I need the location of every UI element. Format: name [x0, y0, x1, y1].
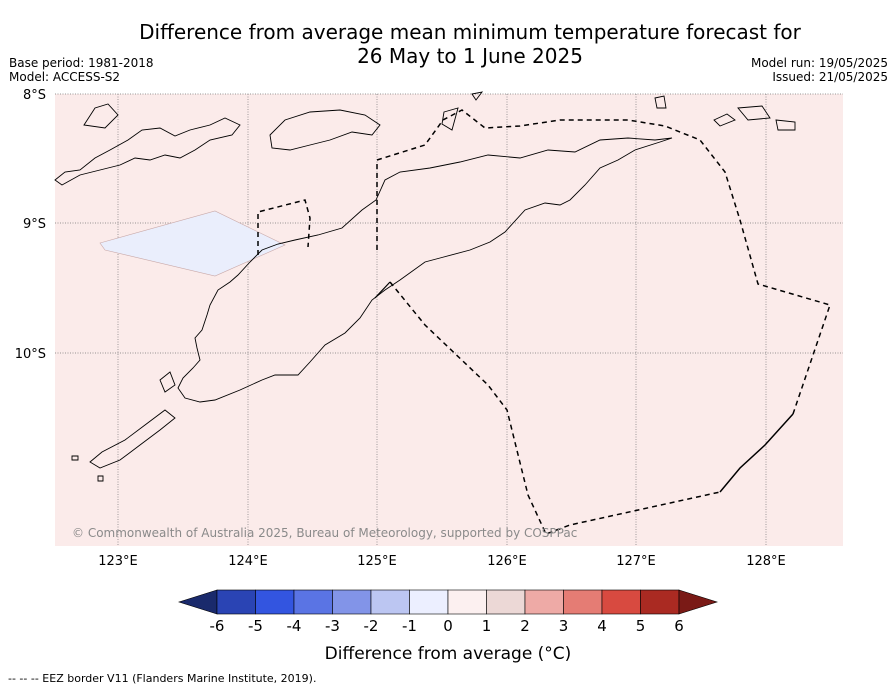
colorbar-tick-label: -5 — [248, 617, 263, 635]
timor-island-outline — [177, 137, 673, 403]
colorbar-tick-label: 4 — [597, 617, 607, 635]
colorbar-tick-label: -3 — [325, 617, 340, 635]
lat-label-8s: 8°S — [23, 88, 46, 103]
run-info: Model run: 19/05/2025 Issued: 21/05/2025 — [751, 56, 888, 84]
colorbar-tick-label: -6 — [210, 617, 225, 635]
colorbar-tick-label: 1 — [482, 617, 492, 635]
lon-label-126e: 126°E — [487, 554, 527, 569]
colorbar-segment — [255, 589, 295, 615]
colorbar-label: Difference from average (°C) — [325, 644, 572, 664]
colorbar-segment — [486, 589, 526, 615]
model-name: Model: ACCESS-S2 — [9, 70, 121, 84]
model-run: Model run: 19/05/2025 — [750, 56, 888, 70]
lat-labels: 8°S 9°S 10°S — [15, 88, 46, 362]
colorbar-segment — [563, 589, 603, 615]
island-small-3 — [713, 113, 736, 127]
colorbar — [178, 589, 718, 615]
colorbar-segment — [447, 589, 487, 615]
island-small-1 — [83, 103, 119, 129]
eez-legend-note: -- -- -- EEZ border V11 (Flanders Marine… — [8, 672, 317, 685]
title-line-2: 26 May to 1 June 2025 — [357, 44, 583, 68]
island-small-6 — [441, 107, 459, 131]
lat-label-10s: 10°S — [15, 347, 46, 362]
colorbar-tick-label: 0 — [443, 617, 453, 635]
colorbar-tick-label: 6 — [674, 617, 684, 635]
colorbar-segment — [332, 589, 372, 615]
eez-border-west — [257, 199, 311, 255]
colorbar-segment — [370, 589, 410, 615]
island-small-8 — [159, 371, 176, 393]
colorbar-tick-label: -2 — [364, 617, 379, 635]
island-small-4 — [737, 105, 771, 121]
colorbar-extend-high — [678, 589, 718, 615]
colorbar-segment — [216, 589, 256, 615]
map-area — [55, 94, 843, 546]
colorbar-segment — [524, 589, 564, 615]
coastlines — [54, 91, 796, 482]
gridlines — [55, 93, 843, 546]
lon-labels: 123°E 124°E 125°E 126°E 127°E 128°E — [98, 554, 786, 569]
eez-border — [257, 109, 831, 535]
cool-anomaly-patch — [99, 210, 286, 277]
colorbar-ticks: -6 -5 -4 -3 -2 -1 0 1 2 3 4 5 6 — [210, 617, 684, 635]
lon-label-125e: 125°E — [357, 554, 397, 569]
eez-border-solid — [719, 413, 794, 493]
eez-border-inner — [374, 281, 391, 299]
title-line-1: Difference from average mean minimum tem… — [139, 20, 801, 44]
colorbar-tick-label: 3 — [559, 617, 569, 635]
lon-label-124e: 124°E — [228, 554, 268, 569]
issued-date: Issued: 21/05/2025 — [772, 70, 888, 84]
lon-label-128e: 128°E — [746, 554, 786, 569]
base-period: Base period: 1981-2018 — [9, 56, 154, 70]
eez-border-north — [376, 109, 831, 415]
island-small-2 — [654, 95, 667, 109]
alor-islands-outline — [54, 117, 241, 186]
colorbar-segment — [601, 589, 641, 615]
colorbar-segment — [293, 589, 333, 615]
lat-label-9s: 9°S — [23, 217, 46, 232]
copyright-notice: © Commonwealth of Australia 2025, Bureau… — [72, 526, 577, 540]
island-small-5 — [775, 119, 796, 131]
rote-island-outline — [89, 409, 176, 469]
lon-label-123e: 123°E — [98, 554, 138, 569]
island-small-10 — [97, 475, 104, 482]
colorbar-segment — [409, 589, 449, 615]
colorbar-extend-low — [178, 589, 218, 615]
colorbar-tick-label: -4 — [287, 617, 302, 635]
lon-label-127e: 127°E — [616, 554, 656, 569]
colorbar-tick-label: 5 — [636, 617, 646, 635]
eez-border-south — [389, 281, 721, 535]
wetar-island-outline — [269, 109, 381, 151]
island-small-9 — [71, 455, 79, 461]
colorbar-tick-label: 2 — [520, 617, 530, 635]
colorbar-segment — [640, 589, 680, 615]
colorbar-tick-label: -1 — [402, 617, 417, 635]
island-small-7 — [471, 91, 484, 101]
base-info: Base period: 1981-2018 Model: ACCESS-S2 — [9, 56, 154, 84]
map-title: Difference from average mean minimum tem… — [110, 20, 830, 68]
